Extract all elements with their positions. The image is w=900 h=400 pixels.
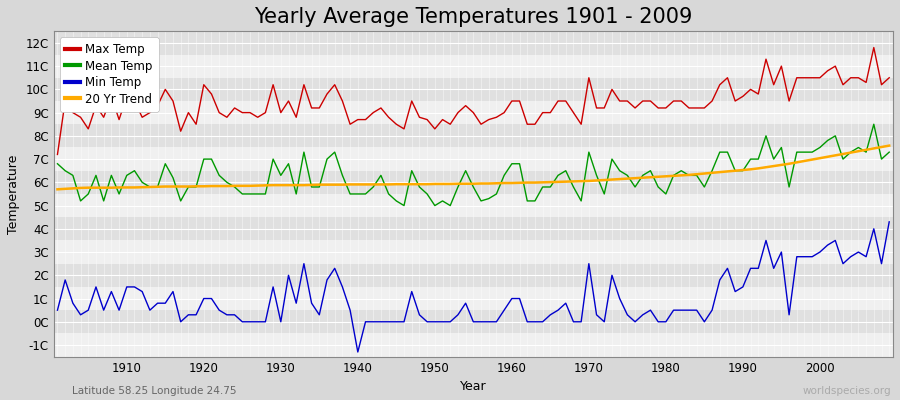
Bar <box>54 194 893 217</box>
Bar <box>54 310 893 333</box>
Bar <box>54 217 893 240</box>
Bar <box>54 287 893 310</box>
Bar <box>54 31 893 54</box>
Bar <box>54 240 893 264</box>
Bar <box>54 101 893 124</box>
X-axis label: Year: Year <box>460 380 487 393</box>
Bar <box>54 78 893 101</box>
Bar <box>54 124 893 148</box>
Bar <box>54 264 893 287</box>
Text: worldspecies.org: worldspecies.org <box>803 386 891 396</box>
Bar <box>54 54 893 78</box>
Text: Latitude 58.25 Longitude 24.75: Latitude 58.25 Longitude 24.75 <box>72 386 237 396</box>
Title: Yearly Average Temperatures 1901 - 2009: Yearly Average Temperatures 1901 - 2009 <box>254 7 692 27</box>
Y-axis label: Temperature: Temperature <box>7 154 20 234</box>
Bar <box>54 333 893 357</box>
Legend: Max Temp, Mean Temp, Min Temp, 20 Yr Trend: Max Temp, Mean Temp, Min Temp, 20 Yr Tre… <box>59 37 158 112</box>
Bar <box>54 171 893 194</box>
Bar <box>54 148 893 171</box>
